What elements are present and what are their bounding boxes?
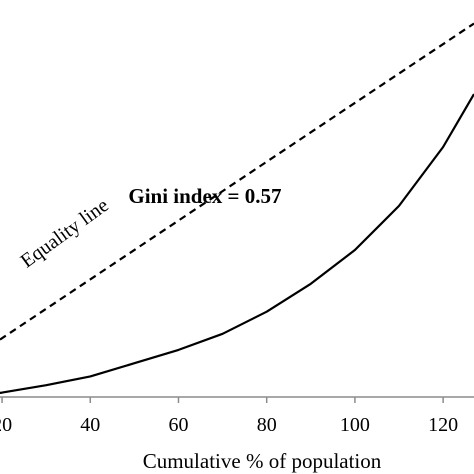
- x-tick-label: 120: [428, 414, 458, 436]
- x-tick-label: 40: [80, 414, 100, 436]
- equality-line-label: Equality line: [17, 194, 113, 272]
- plot-area: [0, 22, 474, 398]
- x-tick-label: 80: [257, 414, 277, 436]
- lorenz-curve: [0, 93, 474, 394]
- x-tick-label: 60: [168, 414, 188, 436]
- x-axis-title: Cumulative % of population: [143, 449, 382, 473]
- x-tick-label: 100: [340, 414, 370, 436]
- x-tick-label: 20: [0, 414, 12, 436]
- x-axis-ticks: 20 40 60 80 100 120: [0, 397, 458, 436]
- equality-line: [0, 22, 474, 341]
- gini-index-label: Gini index = 0.57: [128, 184, 281, 208]
